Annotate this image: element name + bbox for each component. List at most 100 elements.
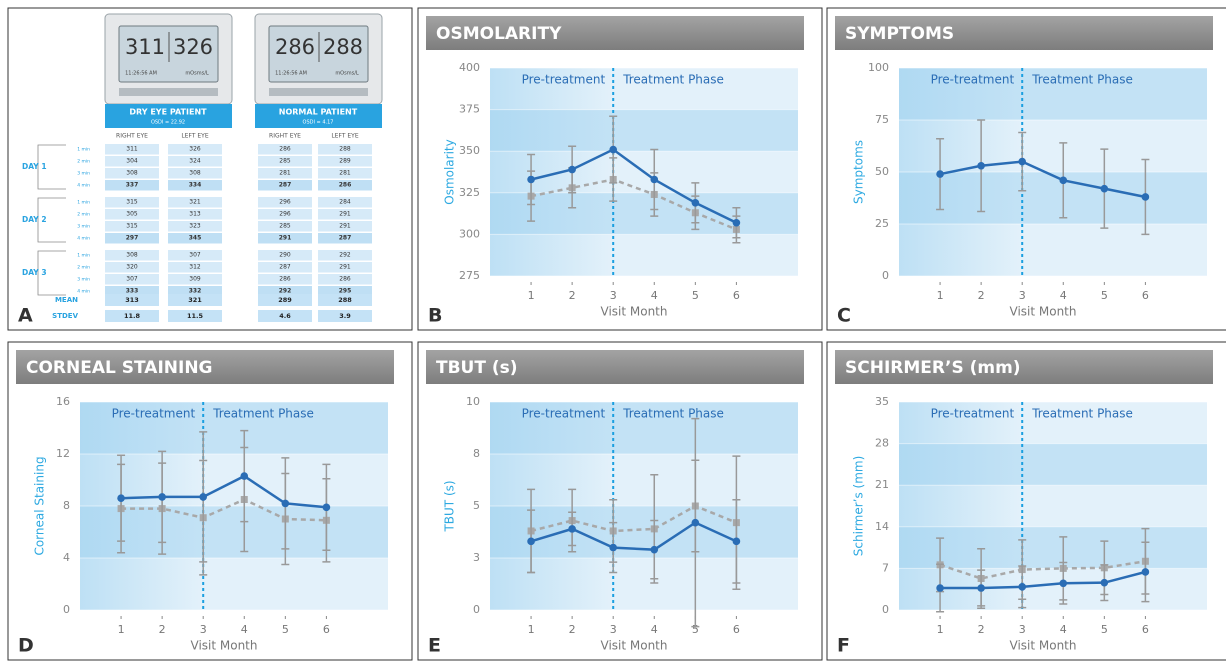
row-time: 4 min <box>77 289 90 295</box>
row-time: 1 min <box>77 253 90 259</box>
point <box>692 519 700 527</box>
point <box>977 162 985 170</box>
point <box>650 176 658 184</box>
point <box>527 538 535 546</box>
cell-value: 291 <box>339 223 351 230</box>
cell-value: 291 <box>339 264 351 271</box>
chart-title: OSMOLARITY <box>436 24 562 44</box>
x-tick-label: 6 <box>733 623 740 636</box>
x-axis-label: Visit Month <box>191 639 258 653</box>
x-tick-label: 6 <box>1142 289 1149 302</box>
row-time: 3 min <box>77 277 90 283</box>
panel-a: 31132611:26:56 AMmOsms/LDRY EYE PATIENTO… <box>8 8 412 330</box>
summary-value: 321 <box>188 296 202 304</box>
column-header: LEFT EYE <box>331 133 359 140</box>
cell-value: 308 <box>189 170 201 177</box>
device-reading: 311 <box>125 35 165 59</box>
y-tick-label: 325 <box>459 186 480 199</box>
x-tick-label: 1 <box>937 289 944 302</box>
cell-value: 287 <box>279 182 292 189</box>
point <box>1059 177 1067 185</box>
row-time: 3 min <box>77 224 90 230</box>
y-tick-label: 0 <box>473 603 480 616</box>
cell-value: 308 <box>126 252 138 259</box>
y-axis-label: Symptoms <box>852 140 866 204</box>
cell-value: 289 <box>339 158 351 165</box>
point <box>936 170 944 178</box>
annotation: Pre-treatment <box>931 407 1015 421</box>
y-tick-label: 21 <box>875 478 889 491</box>
cell-value: 304 <box>126 158 138 165</box>
y-tick-label: 50 <box>875 165 889 178</box>
point <box>323 504 331 512</box>
point <box>1101 579 1109 587</box>
chart-title: SCHIRMER’S (mm) <box>845 358 1021 378</box>
cell-value: 324 <box>189 158 201 165</box>
summary-label: MEAN <box>55 296 78 304</box>
point <box>1018 158 1026 166</box>
panel-label: D <box>18 635 34 657</box>
point <box>282 500 290 508</box>
pre-shade <box>899 402 1022 610</box>
point <box>733 219 741 227</box>
x-tick-label: 1 <box>528 289 535 302</box>
device-unit: mOsms/L <box>335 71 359 77</box>
y-tick-label: 300 <box>459 227 480 240</box>
cell-value: 296 <box>279 211 291 218</box>
point <box>692 199 700 207</box>
x-tick-label: 6 <box>733 289 740 302</box>
cell-value: 286 <box>279 276 291 283</box>
row-time: 1 min <box>77 200 90 206</box>
device-time: 11:26:56 AM <box>125 71 157 77</box>
cell-value: 315 <box>126 223 138 230</box>
x-tick-label: 5 <box>1101 289 1108 302</box>
cell-value: 288 <box>339 146 351 153</box>
point <box>1018 583 1026 591</box>
x-tick-label: 3 <box>1019 289 1026 302</box>
row-time: 2 min <box>77 265 90 271</box>
summary-value: 313 <box>125 296 139 304</box>
cell-value: 292 <box>279 288 292 295</box>
point <box>936 584 944 592</box>
device-time: 11:26:56 AM <box>275 71 307 77</box>
cell-value: 296 <box>279 199 291 206</box>
x-tick-label: 4 <box>241 623 248 636</box>
cell-value: 308 <box>126 170 138 177</box>
x-tick-label: 2 <box>978 623 985 636</box>
y-tick-label: 0 <box>63 603 70 616</box>
x-tick-label: 5 <box>282 623 289 636</box>
cell-value: 320 <box>126 264 138 271</box>
y-tick-label: 75 <box>875 113 889 126</box>
day-label: DAY 1 <box>22 162 47 171</box>
y-tick-label: 28 <box>875 437 889 450</box>
cell-value: 323 <box>189 223 201 230</box>
cell-value: 295 <box>339 288 352 295</box>
cell-value: 287 <box>279 264 291 271</box>
point <box>650 546 658 554</box>
cell-value: 290 <box>279 252 291 259</box>
device-button-bar <box>119 88 218 96</box>
panel-label: F <box>837 635 850 657</box>
point <box>1059 579 1067 587</box>
x-tick-label: 3 <box>610 289 617 302</box>
device-reading: 288 <box>323 35 363 59</box>
cell-value: 287 <box>339 235 352 242</box>
cell-value: 321 <box>189 199 201 206</box>
cell-value: 311 <box>126 146 138 153</box>
annotation: Treatment Phase <box>622 407 724 421</box>
point <box>117 494 125 502</box>
annotation: Pre-treatment <box>522 73 606 87</box>
x-tick-label: 2 <box>159 623 166 636</box>
row-time: 1 min <box>77 147 90 153</box>
y-tick-label: 400 <box>459 61 480 74</box>
cell-value: 312 <box>189 264 201 271</box>
point <box>977 584 985 592</box>
x-tick-label: 1 <box>937 623 944 636</box>
point <box>568 166 576 174</box>
summary-value: 3.9 <box>339 312 351 320</box>
row-time: 3 min <box>77 171 90 177</box>
x-tick-label: 3 <box>610 623 617 636</box>
summary-label: STDEV <box>52 312 78 320</box>
cell-value: 332 <box>189 288 202 295</box>
